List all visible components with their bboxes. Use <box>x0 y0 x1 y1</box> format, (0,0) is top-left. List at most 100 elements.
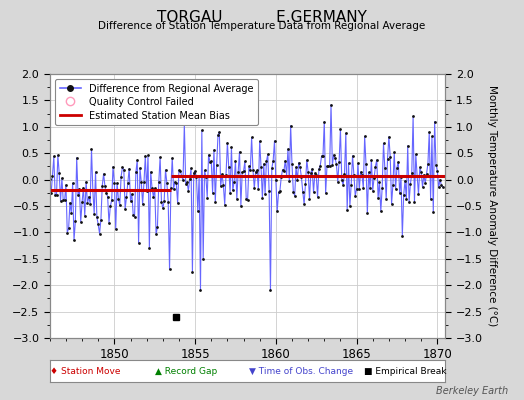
Point <box>379 140 388 146</box>
Point <box>148 185 156 192</box>
Point <box>336 126 345 133</box>
Point <box>238 169 246 176</box>
Point <box>166 266 174 272</box>
Point <box>246 167 255 174</box>
Text: ▲ Record Gap: ▲ Record Gap <box>155 368 217 376</box>
Point <box>384 156 392 162</box>
Point <box>157 198 166 205</box>
Point <box>247 134 256 140</box>
Point <box>133 157 141 163</box>
Point <box>235 148 244 155</box>
Point <box>195 173 203 180</box>
Point <box>128 191 136 198</box>
Point <box>63 229 71 236</box>
Point <box>416 164 424 170</box>
Point <box>88 146 96 152</box>
Text: ■ Empirical Break: ■ Empirical Break <box>364 368 446 376</box>
Point <box>109 164 117 170</box>
Point <box>83 200 92 207</box>
Point <box>406 181 414 187</box>
Point <box>277 174 286 180</box>
Point <box>138 201 147 208</box>
Point <box>112 226 120 232</box>
Point <box>432 162 440 168</box>
Point <box>325 163 334 170</box>
Point <box>315 166 323 172</box>
Point <box>370 175 378 181</box>
Point <box>215 129 224 135</box>
Point <box>199 256 208 262</box>
Point <box>285 178 293 184</box>
Point <box>351 193 359 199</box>
Point <box>164 199 172 205</box>
Point <box>366 185 374 191</box>
Point <box>264 151 272 158</box>
Point <box>198 127 206 134</box>
Point <box>328 162 336 168</box>
Point <box>90 210 99 217</box>
Point <box>401 177 409 184</box>
Point <box>439 184 447 190</box>
Point <box>433 168 442 174</box>
Point <box>136 165 144 171</box>
Point <box>437 182 445 188</box>
Point <box>223 140 232 146</box>
Point <box>427 196 435 202</box>
Point <box>398 233 407 239</box>
Point <box>293 177 302 183</box>
Point <box>64 225 73 232</box>
Point <box>253 167 261 174</box>
Point <box>184 188 193 194</box>
Point <box>380 165 389 172</box>
Point <box>241 158 249 165</box>
Point <box>363 210 372 216</box>
Point <box>51 192 59 198</box>
Point <box>355 186 364 193</box>
Point <box>62 182 70 188</box>
Point <box>408 170 416 177</box>
Point <box>193 208 202 214</box>
Point <box>374 195 383 201</box>
Point <box>221 201 229 208</box>
Point <box>405 199 413 206</box>
Point <box>105 220 113 226</box>
Point <box>321 190 330 196</box>
Text: Berkeley Earth: Berkeley Earth <box>436 386 508 396</box>
Point <box>386 154 395 160</box>
Point <box>425 129 433 135</box>
Point <box>212 162 221 168</box>
Point <box>210 147 218 153</box>
Point <box>162 180 171 186</box>
Point <box>377 208 385 214</box>
Point <box>47 190 56 196</box>
Point <box>289 188 298 195</box>
Point <box>313 194 322 200</box>
Point <box>178 173 186 179</box>
Point <box>265 188 274 194</box>
Point <box>409 113 417 120</box>
Point <box>368 187 377 194</box>
Point <box>97 216 105 223</box>
Point <box>358 172 366 178</box>
Point <box>149 194 158 200</box>
Point <box>324 163 333 170</box>
Point <box>228 187 237 194</box>
Point <box>242 196 250 202</box>
Point <box>428 133 436 140</box>
Point <box>185 176 194 182</box>
Point <box>145 245 154 252</box>
Point <box>167 185 175 191</box>
Point <box>206 159 214 165</box>
Point <box>316 162 324 169</box>
Point <box>116 202 124 208</box>
Point <box>292 164 300 170</box>
Point <box>216 183 225 190</box>
Point <box>82 179 90 185</box>
Point <box>129 212 137 218</box>
Point <box>71 218 80 225</box>
Point <box>350 172 358 178</box>
Point <box>233 196 241 202</box>
Point <box>172 180 180 186</box>
Point <box>141 153 149 159</box>
Point <box>191 168 199 174</box>
